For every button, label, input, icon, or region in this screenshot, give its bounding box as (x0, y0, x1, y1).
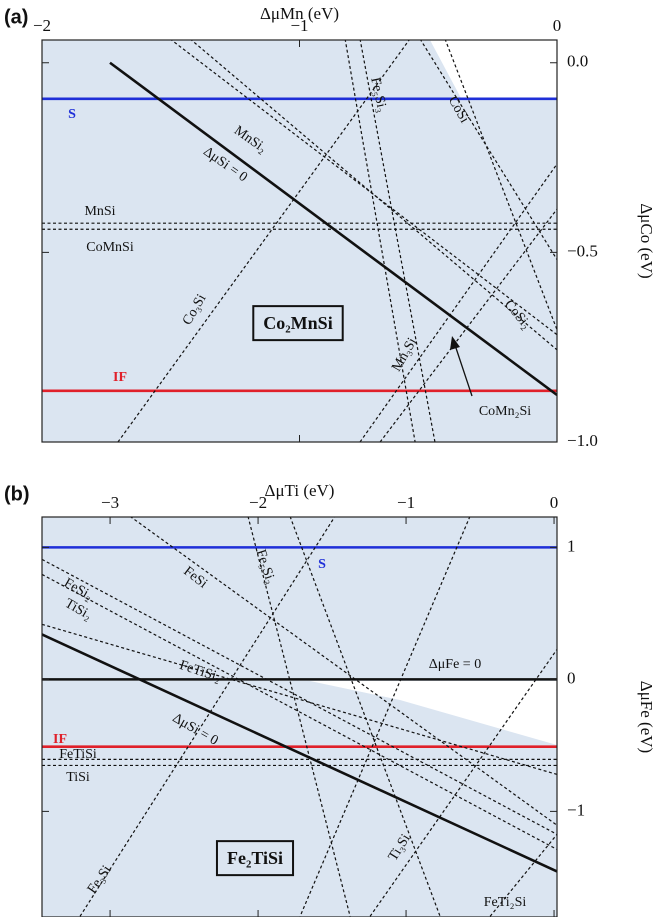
x-tick-label: 0 (553, 16, 562, 35)
boundary-line (109, 61, 557, 397)
panel-label: (a) (4, 6, 28, 28)
y-tick-label: −0.5 (567, 241, 598, 260)
y-tick-label: 0.0 (567, 52, 588, 71)
boundary-line (79, 517, 336, 917)
boundary-line (42, 633, 557, 873)
boundary-line (42, 558, 557, 835)
line-label: FeTi₂Si (484, 895, 527, 910)
boundary-line (117, 40, 410, 442)
y-axis-title: ΔμFe (eV) (637, 681, 656, 753)
compound-label: Co₂MnSi (263, 313, 332, 333)
boundary-line (444, 40, 557, 330)
y-tick-label: 1 (567, 536, 576, 555)
y-axis-title: ΔμCo (eV) (637, 203, 656, 278)
boundary-line (344, 40, 416, 442)
line-label: S (318, 557, 326, 572)
line-label: Fe₅Si₃ (367, 76, 389, 114)
line-label: TiSi (66, 770, 90, 785)
line-label: MnSi (84, 204, 115, 219)
line-label: CoMnSi (86, 240, 134, 255)
x-tick-label: −1 (397, 493, 415, 512)
panel-label: (b) (4, 483, 30, 505)
line-label: S (68, 107, 76, 122)
boundary-line (359, 163, 557, 442)
arrow-head (450, 336, 460, 350)
compound-label: Fe₂TiSi (227, 848, 283, 868)
x-tick-label: −1 (290, 16, 308, 35)
lines (42, 517, 557, 917)
boundary-line (42, 573, 557, 850)
compound-box (252, 305, 344, 342)
boundary-line (489, 833, 557, 917)
boundary-line (359, 40, 436, 442)
annotation-arrow (454, 344, 473, 397)
x-tick-label: 0 (550, 493, 559, 512)
line-label: IF (113, 370, 127, 385)
x-axis-title: ΔμMn (eV) (260, 4, 339, 23)
line-label: FeTiSi (59, 747, 97, 762)
boundary-line (369, 649, 557, 917)
x-tick-label: −2 (33, 16, 51, 35)
x-tick-label: −2 (249, 493, 267, 512)
boundary-line (247, 517, 351, 917)
unshaded-region (310, 681, 557, 745)
y-tick-label: −1 (567, 800, 585, 819)
plot-frame (41, 516, 558, 917)
x-tick-label: −3 (101, 493, 119, 512)
boundary-line (42, 623, 557, 776)
boundary-line (420, 40, 557, 260)
y-tick-label: −1.0 (567, 431, 598, 450)
boundary-line (379, 208, 557, 442)
compound-box (215, 840, 295, 877)
line-label: IF (53, 732, 67, 747)
x-axis-title: ΔμTi (eV) (265, 481, 335, 500)
boundary-line (170, 40, 557, 336)
y-tick-label: 0 (567, 668, 576, 687)
line-label: ΔμFe = 0 (429, 657, 481, 672)
boundary-line (299, 517, 471, 917)
lines (42, 40, 557, 442)
unshaded-region (430, 40, 557, 100)
annotation: CoMn₂Si (479, 404, 531, 419)
